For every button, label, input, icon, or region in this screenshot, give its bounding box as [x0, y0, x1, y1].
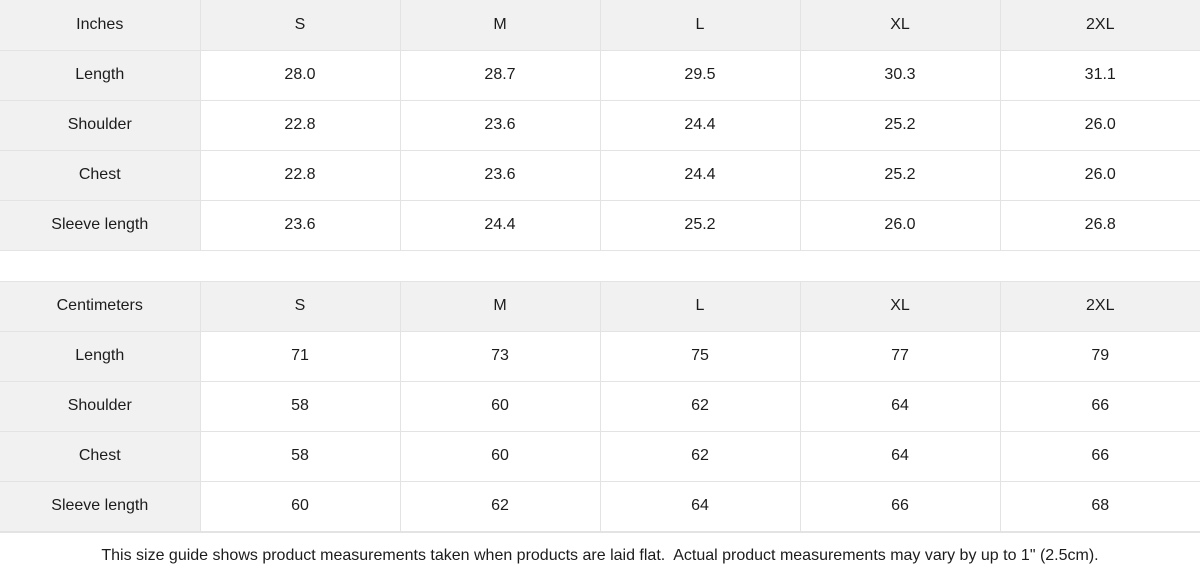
cell-shoulder-xl: 64: [799, 380, 1001, 432]
row-label-length: Length: [0, 330, 201, 382]
row-label-length: Length: [0, 49, 201, 101]
row-label-sleeve-length: Sleeve length: [0, 480, 201, 532]
cell-chest-m: 23.6: [399, 149, 601, 201]
cell-length-s: 71: [199, 330, 401, 382]
table-row: Chest 58 60 62 64 66: [0, 430, 1200, 482]
cell-chest-xl: 25.2: [799, 149, 1001, 201]
cell-chest-s: 58: [199, 430, 401, 482]
cell-sleeve-length-m: 62: [399, 480, 601, 532]
column-header-2xl: 2XL: [999, 0, 1200, 51]
row-label-shoulder: Shoulder: [0, 380, 201, 432]
cell-length-xl: 77: [799, 330, 1001, 382]
row-label-chest: Chest: [0, 149, 201, 201]
cell-shoulder-2xl: 66: [999, 380, 1200, 432]
cell-sleeve-length-2xl: 68: [999, 480, 1200, 532]
table-spacer: [0, 250, 1200, 281]
cell-sleeve-length-2xl: 26.8: [999, 199, 1200, 251]
cell-length-2xl: 79: [999, 330, 1200, 382]
column-header-xl: XL: [799, 280, 1001, 332]
column-header-s: S: [199, 280, 401, 332]
row-label-sleeve-length: Sleeve length: [0, 199, 201, 251]
cell-shoulder-m: 60: [399, 380, 601, 432]
column-header-l: L: [599, 0, 801, 51]
cell-length-2xl: 31.1: [999, 49, 1200, 101]
table-row: Chest 22.8 23.6 24.4 25.2 26.0: [0, 149, 1200, 201]
cell-chest-l: 24.4: [599, 149, 801, 201]
unit-label-inches: Inches: [0, 0, 201, 51]
column-header-m: M: [399, 280, 601, 332]
cell-chest-2xl: 26.0: [999, 149, 1200, 201]
column-header-s: S: [199, 0, 401, 51]
size-table-inches: Inches S M L XL 2XL Length 28.0 28.7 29.…: [0, 0, 1200, 251]
cell-shoulder-s: 22.8: [199, 99, 401, 151]
cell-sleeve-length-l: 64: [599, 480, 801, 532]
table-row: Shoulder 22.8 23.6 24.4 25.2 26.0: [0, 99, 1200, 151]
cell-shoulder-l: 24.4: [599, 99, 801, 151]
size-table-centimeters: Centimeters S M L XL 2XL Length 71 73 75…: [0, 280, 1200, 532]
table-row: Shoulder 58 60 62 64 66: [0, 380, 1200, 432]
table-header-row: Centimeters S M L XL 2XL: [0, 280, 1200, 332]
cell-shoulder-2xl: 26.0: [999, 99, 1200, 151]
table-row: Length 71 73 75 77 79: [0, 330, 1200, 382]
cell-length-l: 75: [599, 330, 801, 382]
cell-sleeve-length-s: 23.6: [199, 199, 401, 251]
cell-chest-l: 62: [599, 430, 801, 482]
row-label-shoulder: Shoulder: [0, 99, 201, 151]
cell-shoulder-m: 23.6: [399, 99, 601, 151]
cell-length-xl: 30.3: [799, 49, 1001, 101]
table-row: Sleeve length 23.6 24.4 25.2 26.0 26.8: [0, 199, 1200, 251]
table-row: Length 28.0 28.7 29.5 30.3 31.1: [0, 49, 1200, 101]
column-header-l: L: [599, 280, 801, 332]
column-header-2xl: 2XL: [999, 280, 1200, 332]
cell-shoulder-xl: 25.2: [799, 99, 1001, 151]
cell-sleeve-length-m: 24.4: [399, 199, 601, 251]
cell-sleeve-length-s: 60: [199, 480, 401, 532]
table-header-row: Inches S M L XL 2XL: [0, 0, 1200, 51]
cell-shoulder-l: 62: [599, 380, 801, 432]
cell-length-m: 73: [399, 330, 601, 382]
column-header-xl: XL: [799, 0, 1001, 51]
cell-sleeve-length-xl: 66: [799, 480, 1001, 532]
column-header-m: M: [399, 0, 601, 51]
cell-length-s: 28.0: [199, 49, 401, 101]
cell-length-m: 28.7: [399, 49, 601, 101]
cell-sleeve-length-xl: 26.0: [799, 199, 1001, 251]
cell-sleeve-length-l: 25.2: [599, 199, 801, 251]
row-label-chest: Chest: [0, 430, 201, 482]
cell-length-l: 29.5: [599, 49, 801, 101]
cell-chest-m: 60: [399, 430, 601, 482]
cell-chest-s: 22.8: [199, 149, 401, 201]
size-guide-footnote: This size guide shows product measuremen…: [0, 531, 1200, 580]
cell-chest-xl: 64: [799, 430, 1001, 482]
unit-label-centimeters: Centimeters: [0, 280, 201, 332]
cell-chest-2xl: 66: [999, 430, 1200, 482]
cell-shoulder-s: 58: [199, 380, 401, 432]
table-row: Sleeve length 60 62 64 66 68: [0, 480, 1200, 532]
